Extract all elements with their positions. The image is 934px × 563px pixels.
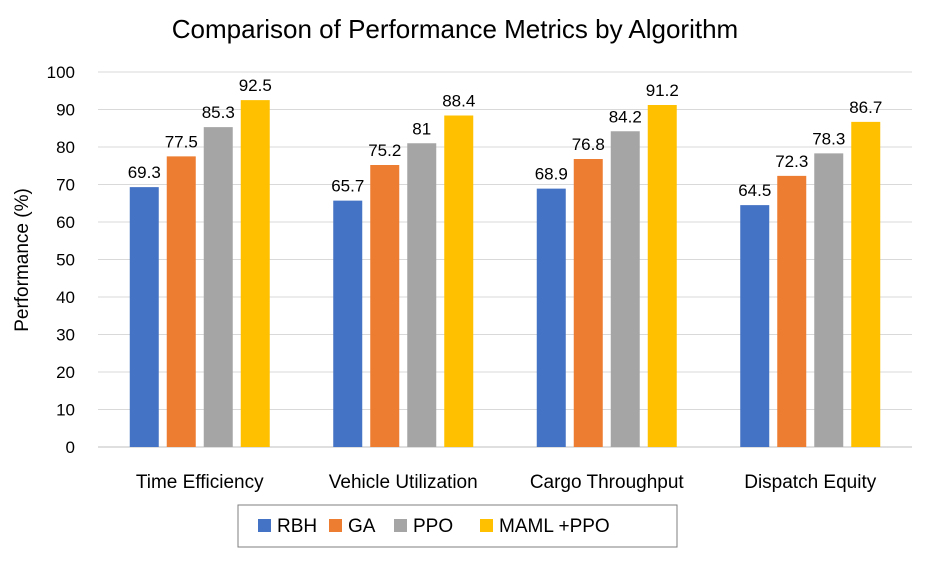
legend-swatch — [480, 519, 493, 532]
legend-swatch — [394, 519, 407, 532]
category-label: Dispatch Equity — [744, 472, 877, 493]
bar — [740, 205, 770, 447]
gridlines — [98, 71, 912, 448]
legend-label: MAML +PPO — [499, 516, 610, 537]
bar — [610, 131, 640, 447]
bar — [777, 175, 807, 447]
data-label: 91.2 — [646, 81, 679, 100]
data-label: 72.3 — [775, 152, 808, 171]
y-axis-label: Performance (%) — [12, 188, 33, 332]
data-label: 76.8 — [572, 135, 605, 154]
bar — [166, 156, 196, 447]
data-label: 65.7 — [331, 177, 364, 196]
bar — [851, 121, 881, 447]
data-label: 75.2 — [368, 141, 401, 160]
data-label: 68.9 — [535, 165, 568, 184]
data-label: 84.2 — [609, 107, 642, 126]
bar — [444, 115, 474, 447]
y-tick-label: 70 — [56, 176, 75, 195]
data-label: 77.5 — [165, 132, 198, 151]
bar — [240, 100, 270, 447]
y-tick-label: 90 — [56, 101, 75, 120]
y-tick-label: 60 — [56, 213, 75, 232]
data-label: 86.7 — [849, 98, 882, 117]
legend-label: PPO — [413, 516, 453, 537]
data-label: 64.5 — [738, 181, 771, 200]
data-label: 88.4 — [442, 92, 475, 111]
chart-title: Comparison of Performance Metrics by Alg… — [172, 14, 738, 44]
y-axis-ticks: 0 10 20 30 40 50 60 70 80 90 100 — [47, 63, 75, 457]
category-label: Cargo Throughput — [530, 472, 685, 493]
legend-swatch — [329, 519, 342, 532]
category-label: Vehicle Utilization — [329, 472, 478, 493]
category-label: Time Efficiency — [136, 472, 264, 493]
bar — [129, 187, 159, 447]
data-label: 81 — [412, 119, 431, 138]
y-tick-label: 50 — [56, 251, 75, 270]
bar — [370, 165, 400, 447]
y-tick-label: 0 — [66, 438, 75, 457]
y-tick-label: 30 — [56, 326, 75, 345]
bars — [129, 100, 881, 447]
legend-label: GA — [348, 516, 376, 537]
y-tick-label: 100 — [47, 63, 75, 82]
legend-box — [237, 504, 678, 548]
y-tick-label: 40 — [56, 288, 75, 307]
y-tick-label: 10 — [56, 401, 75, 420]
data-label: 85.3 — [202, 103, 235, 122]
x-axis-categories: Time Efficiency Vehicle Utilization Cargo … — [136, 472, 877, 493]
bar — [407, 143, 437, 447]
bar — [814, 153, 844, 447]
data-label: 69.3 — [128, 163, 161, 182]
bar — [536, 188, 566, 447]
data-labels: 69.377.585.392.5 65.775.2 81 88.4 68.976.884… — [128, 76, 883, 200]
bar — [573, 159, 603, 447]
bar — [333, 200, 363, 447]
legend-swatch — [258, 519, 271, 532]
y-tick-label: 20 — [56, 363, 75, 382]
bar — [203, 127, 233, 447]
legend: RBH GA PPO MAML +PPO — [237, 504, 678, 548]
data-label: 78.3 — [812, 129, 845, 148]
data-label: 92.5 — [239, 76, 272, 95]
bar — [647, 105, 677, 447]
y-tick-label: 80 — [56, 138, 75, 157]
legend-label: RBH — [277, 516, 317, 537]
